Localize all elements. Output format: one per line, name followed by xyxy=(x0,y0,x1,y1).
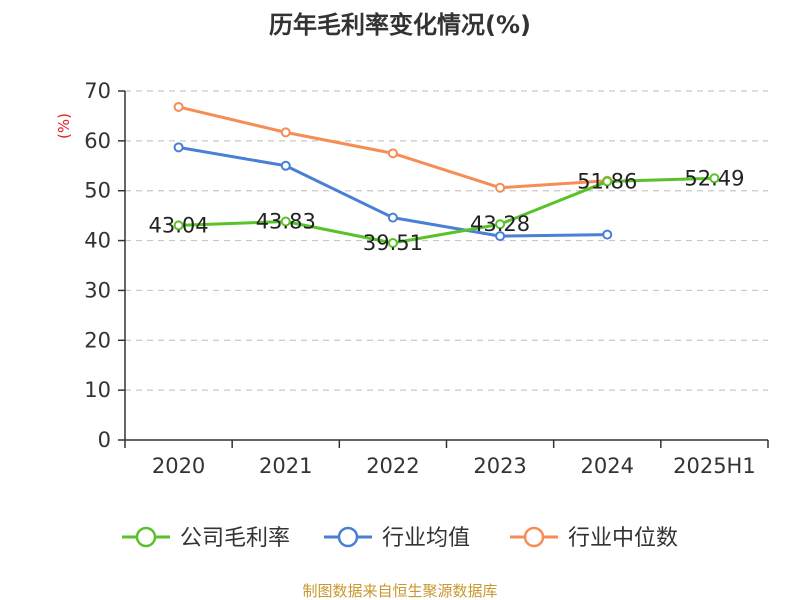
data-labels: 43.04 43.83 39.51 43.28 51.86 52.49 xyxy=(149,166,745,255)
data-point xyxy=(280,127,291,138)
y-tick-label: 60 xyxy=(84,129,111,153)
data-label: 52.49 xyxy=(684,166,744,190)
data-point xyxy=(602,176,613,187)
data-point xyxy=(495,231,506,242)
gridlines xyxy=(125,90,768,391)
series-group xyxy=(173,101,720,249)
data-point xyxy=(173,220,184,231)
data-label: 51.86 xyxy=(577,169,637,193)
y-tick-label: 0 xyxy=(98,428,111,452)
legend-label: 公司毛利率 xyxy=(180,526,290,551)
x-tick-label: 2024 xyxy=(581,454,634,478)
data-label: 43.04 xyxy=(149,213,209,237)
data-point xyxy=(495,219,506,230)
data-point xyxy=(387,148,398,159)
data-point xyxy=(173,142,184,153)
chart-title: 历年毛利率变化情况(%) xyxy=(269,11,531,39)
x-tick-label: 2025H1 xyxy=(673,454,756,478)
legend: 公司毛利率 行业均值 行业中位数 xyxy=(122,526,678,551)
data-point xyxy=(602,229,613,240)
x-tick-label: 2022 xyxy=(366,454,419,478)
legend-marker xyxy=(523,526,545,548)
source-note: 制图数据来自恒生聚源数据库 xyxy=(302,582,497,600)
data-label: 43.28 xyxy=(470,212,530,236)
y-tick-label: 50 xyxy=(84,179,111,203)
legend-marker xyxy=(337,526,359,548)
legend-label: 行业中位数 xyxy=(568,526,678,551)
y-tick-label: 70 xyxy=(84,79,111,103)
x-tick-label: 2023 xyxy=(473,454,526,478)
data-label: 43.83 xyxy=(256,209,316,233)
y-axis-label: (%) xyxy=(55,113,73,139)
legend-label: 行业均值 xyxy=(382,526,470,551)
series-line xyxy=(178,176,715,245)
data-point xyxy=(280,160,291,171)
data-label: 39.51 xyxy=(363,231,423,255)
y-tick-label: 10 xyxy=(84,378,111,402)
x-tick-label: 2021 xyxy=(259,454,312,478)
axes: 0 10 20 30 40 50 60 70 2020 2021 2022 2023 2024 2025H… xyxy=(84,79,769,478)
series-line xyxy=(178,105,608,190)
data-point xyxy=(280,216,291,227)
y-tick-label: 20 xyxy=(84,328,111,352)
data-point xyxy=(387,212,398,223)
legend-marker xyxy=(135,526,157,548)
y-tick-label: 30 xyxy=(84,278,111,302)
data-point xyxy=(709,173,720,184)
data-point xyxy=(387,238,398,249)
x-tick-label: 2020 xyxy=(152,454,205,478)
data-point xyxy=(173,101,184,112)
data-point xyxy=(495,182,506,193)
y-tick-label: 40 xyxy=(84,229,111,253)
